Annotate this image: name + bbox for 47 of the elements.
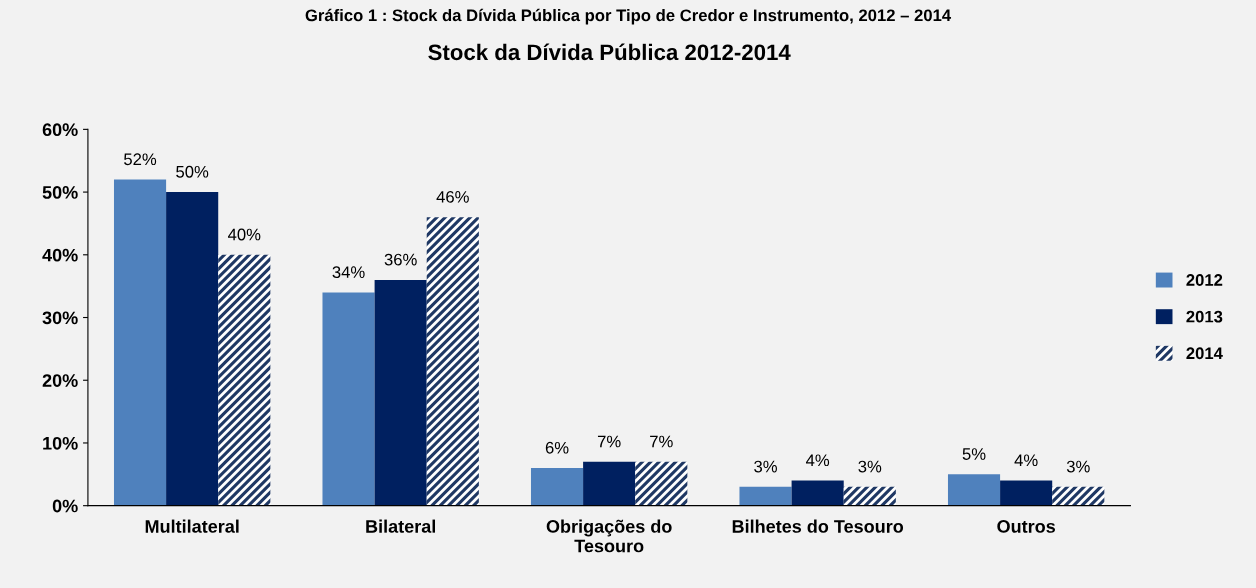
y-tick-label: 0% <box>52 499 78 513</box>
data-label: 3% <box>754 460 777 473</box>
data-label: 40% <box>228 228 261 241</box>
y-tick-label: 60% <box>42 123 78 137</box>
bar <box>113 179 167 506</box>
bar <box>166 192 219 506</box>
bar <box>947 474 1001 506</box>
data-label: 3% <box>1066 460 1090 473</box>
y-tick-label: 10% <box>43 436 78 450</box>
data-label: 4% <box>1014 454 1038 467</box>
y-tick-label: 40% <box>42 248 78 262</box>
data-label: 5% <box>962 448 986 460</box>
bar <box>374 279 427 506</box>
x-tick-label: Obrigações do Tesouro <box>546 519 672 553</box>
legend-label: 2013 <box>1186 310 1223 323</box>
data-label: 3% <box>858 460 882 473</box>
text: Gráfico 1 : Stock da Dívida Pública por Tipo de Credor e Instrumento, 2012 – 2014 <box>305 8 952 25</box>
bar <box>791 480 844 506</box>
bar <box>1000 480 1053 506</box>
x-tick-label: Bilhetes do Tesouro <box>732 519 904 533</box>
bar <box>583 461 636 506</box>
data-label: 7% <box>650 435 673 448</box>
y-tick-label: 50% <box>42 186 78 199</box>
bar <box>1052 486 1105 506</box>
bar <box>843 486 896 506</box>
legend-label: 2014 <box>1186 347 1223 360</box>
y-tick-label: 20% <box>42 374 78 387</box>
data-label: 36% <box>384 253 417 266</box>
legend-label: 2012 <box>1186 274 1223 286</box>
y-tick-label: 30% <box>42 311 78 325</box>
bar <box>739 486 792 506</box>
data-label: 6% <box>545 441 569 454</box>
x-tick-label: Bilateral <box>366 519 436 533</box>
data-label: 34% <box>332 266 365 279</box>
data-label: 7% <box>597 435 621 448</box>
data-label: 52% <box>124 153 157 166</box>
x-tick-label: Outros <box>997 520 1055 533</box>
data-label: 4% <box>805 454 830 467</box>
data-label: 50% <box>176 165 209 178</box>
bar <box>218 254 271 506</box>
bar <box>426 217 479 506</box>
bar <box>635 461 688 506</box>
x-tick-label: Multilateral <box>145 519 239 533</box>
bar <box>322 292 375 506</box>
bar <box>530 468 584 506</box>
chart-title: Stock da Dívida Pública 2012-2014 <box>428 43 791 61</box>
data-label: 46% <box>436 190 469 203</box>
